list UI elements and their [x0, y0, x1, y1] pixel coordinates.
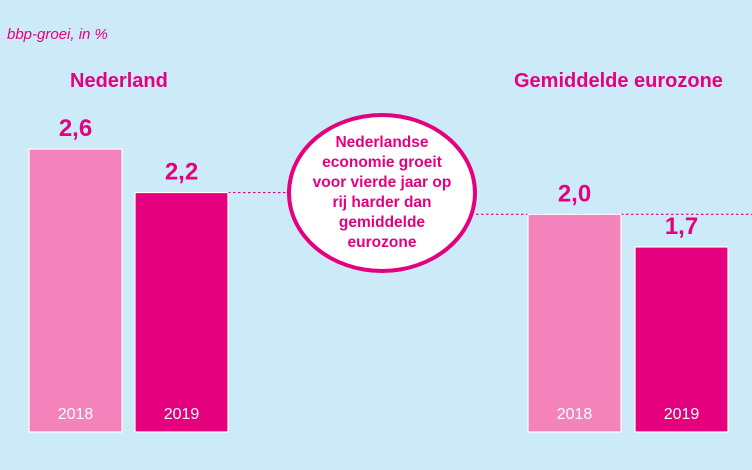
category-label-eurozone-2018: 2018 — [557, 406, 593, 423]
value-label-eurozone-2018: 2,0 — [558, 180, 591, 207]
bar-nederland-2018 — [28, 148, 123, 433]
category-label-nederland-2019: 2019 — [164, 406, 200, 423]
group-title-eurozone: Gemiddelde eurozone — [514, 70, 723, 92]
value-label-nederland-2018: 2,6 — [59, 115, 92, 142]
callout-text: Nederlandse economie groeit voor vierde … — [312, 134, 452, 251]
value-label-eurozone-2019: 1,7 — [665, 213, 698, 240]
chart-subtitle: bbp-groei, in % — [7, 26, 108, 43]
bar-eurozone-2018 — [527, 213, 622, 433]
bar-nederland-2019 — [134, 191, 229, 433]
callout-circle: Nederlandse economie groeit voor vierde … — [287, 113, 477, 273]
category-label-nederland-2018: 2018 — [58, 406, 94, 423]
value-label-nederland-2019: 2,2 — [165, 159, 198, 186]
group-title-nederland: Nederland — [70, 70, 168, 92]
category-label-eurozone-2019: 2019 — [664, 406, 700, 423]
bar-eurozone-2019 — [634, 246, 729, 433]
